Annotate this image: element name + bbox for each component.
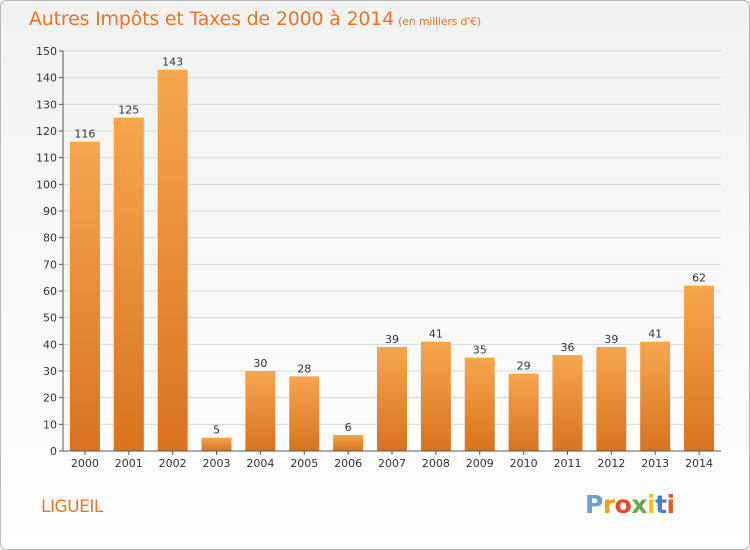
x-tick-label: 2001 bbox=[115, 457, 143, 470]
bar bbox=[640, 341, 671, 451]
bar-value-label: 28 bbox=[297, 362, 311, 375]
bar-value-label: 6 bbox=[345, 421, 352, 434]
chart-unit: (en milliers d'€) bbox=[398, 15, 481, 28]
bar bbox=[245, 371, 276, 451]
x-tick-label: 2000 bbox=[71, 457, 99, 470]
x-tick-label: 2004 bbox=[246, 457, 274, 470]
y-tick-label: 130 bbox=[36, 98, 57, 111]
logo-letter: i bbox=[647, 490, 656, 519]
place-name: LIGUEIL bbox=[41, 497, 103, 517]
logo-letter: P bbox=[585, 490, 603, 519]
bar bbox=[157, 69, 188, 452]
y-tick-label: 20 bbox=[43, 392, 57, 405]
bar-value-label: 36 bbox=[560, 341, 574, 354]
bar bbox=[377, 347, 407, 451]
logo-letter: r bbox=[602, 490, 615, 519]
y-tick-label: 100 bbox=[36, 178, 57, 191]
bar-value-label: 39 bbox=[385, 333, 399, 346]
bar bbox=[289, 376, 320, 451]
y-tick-label: 60 bbox=[43, 285, 57, 298]
x-tick-label: 2013 bbox=[641, 457, 669, 470]
x-tick-label: 2011 bbox=[553, 457, 581, 470]
bar-value-label: 143 bbox=[162, 56, 183, 69]
logo-letter: x bbox=[631, 490, 647, 519]
x-tick-label: 2002 bbox=[159, 457, 187, 470]
x-tick-label: 2008 bbox=[422, 457, 450, 470]
bar-value-label: 30 bbox=[253, 357, 267, 370]
bar-value-label: 29 bbox=[517, 360, 531, 373]
logo-letter: o bbox=[614, 490, 632, 519]
bar bbox=[201, 437, 232, 451]
x-tick-label: 2003 bbox=[203, 457, 231, 470]
y-tick-label: 0 bbox=[50, 445, 57, 458]
y-tick-label: 40 bbox=[43, 338, 57, 351]
y-tick-label: 140 bbox=[36, 72, 57, 85]
bar bbox=[464, 357, 495, 451]
bar-value-label: 116 bbox=[74, 128, 95, 141]
y-tick-label: 80 bbox=[43, 232, 57, 245]
bar-value-label: 41 bbox=[648, 328, 662, 341]
bar-value-label: 35 bbox=[473, 344, 487, 357]
x-tick-label: 2010 bbox=[510, 457, 538, 470]
y-tick-label: 30 bbox=[43, 365, 57, 378]
y-tick-label: 150 bbox=[36, 45, 57, 58]
bar bbox=[113, 117, 144, 452]
logo-letter: i bbox=[666, 490, 676, 519]
bar-value-label: 39 bbox=[604, 333, 618, 346]
y-tick-label: 120 bbox=[36, 125, 57, 138]
bar-value-label: 41 bbox=[429, 328, 443, 341]
bar-value-label: 62 bbox=[692, 272, 706, 285]
y-tick-label: 70 bbox=[43, 258, 57, 271]
x-tick-label: 2007 bbox=[378, 457, 406, 470]
y-tick-label: 90 bbox=[43, 205, 57, 218]
bar-value-label: 125 bbox=[118, 104, 139, 117]
bar bbox=[596, 347, 627, 451]
y-tick-label: 110 bbox=[36, 152, 57, 165]
x-tick-label: 2006 bbox=[334, 457, 362, 470]
bar bbox=[684, 285, 715, 451]
x-tick-label: 2012 bbox=[597, 457, 625, 470]
x-tick-label: 2005 bbox=[290, 457, 318, 470]
logo-letter: t bbox=[655, 490, 667, 519]
bar bbox=[552, 355, 583, 451]
y-tick-label: 10 bbox=[43, 418, 57, 431]
bar bbox=[508, 373, 539, 451]
bar-value-label: 5 bbox=[213, 424, 220, 437]
bar bbox=[69, 141, 100, 451]
x-tick-label: 2014 bbox=[685, 457, 713, 470]
proxiti-logo: Proxiti bbox=[585, 490, 675, 519]
bar bbox=[333, 435, 364, 451]
bar bbox=[420, 341, 451, 451]
chart-title: Autres Impôts et Taxes de 2000 à 2014 (en… bbox=[29, 8, 481, 30]
x-tick-label: 2009 bbox=[466, 457, 494, 470]
y-tick-label: 50 bbox=[43, 312, 57, 325]
chart-title-text: Autres Impôts et Taxes de 2000 à 2014 bbox=[29, 8, 395, 30]
